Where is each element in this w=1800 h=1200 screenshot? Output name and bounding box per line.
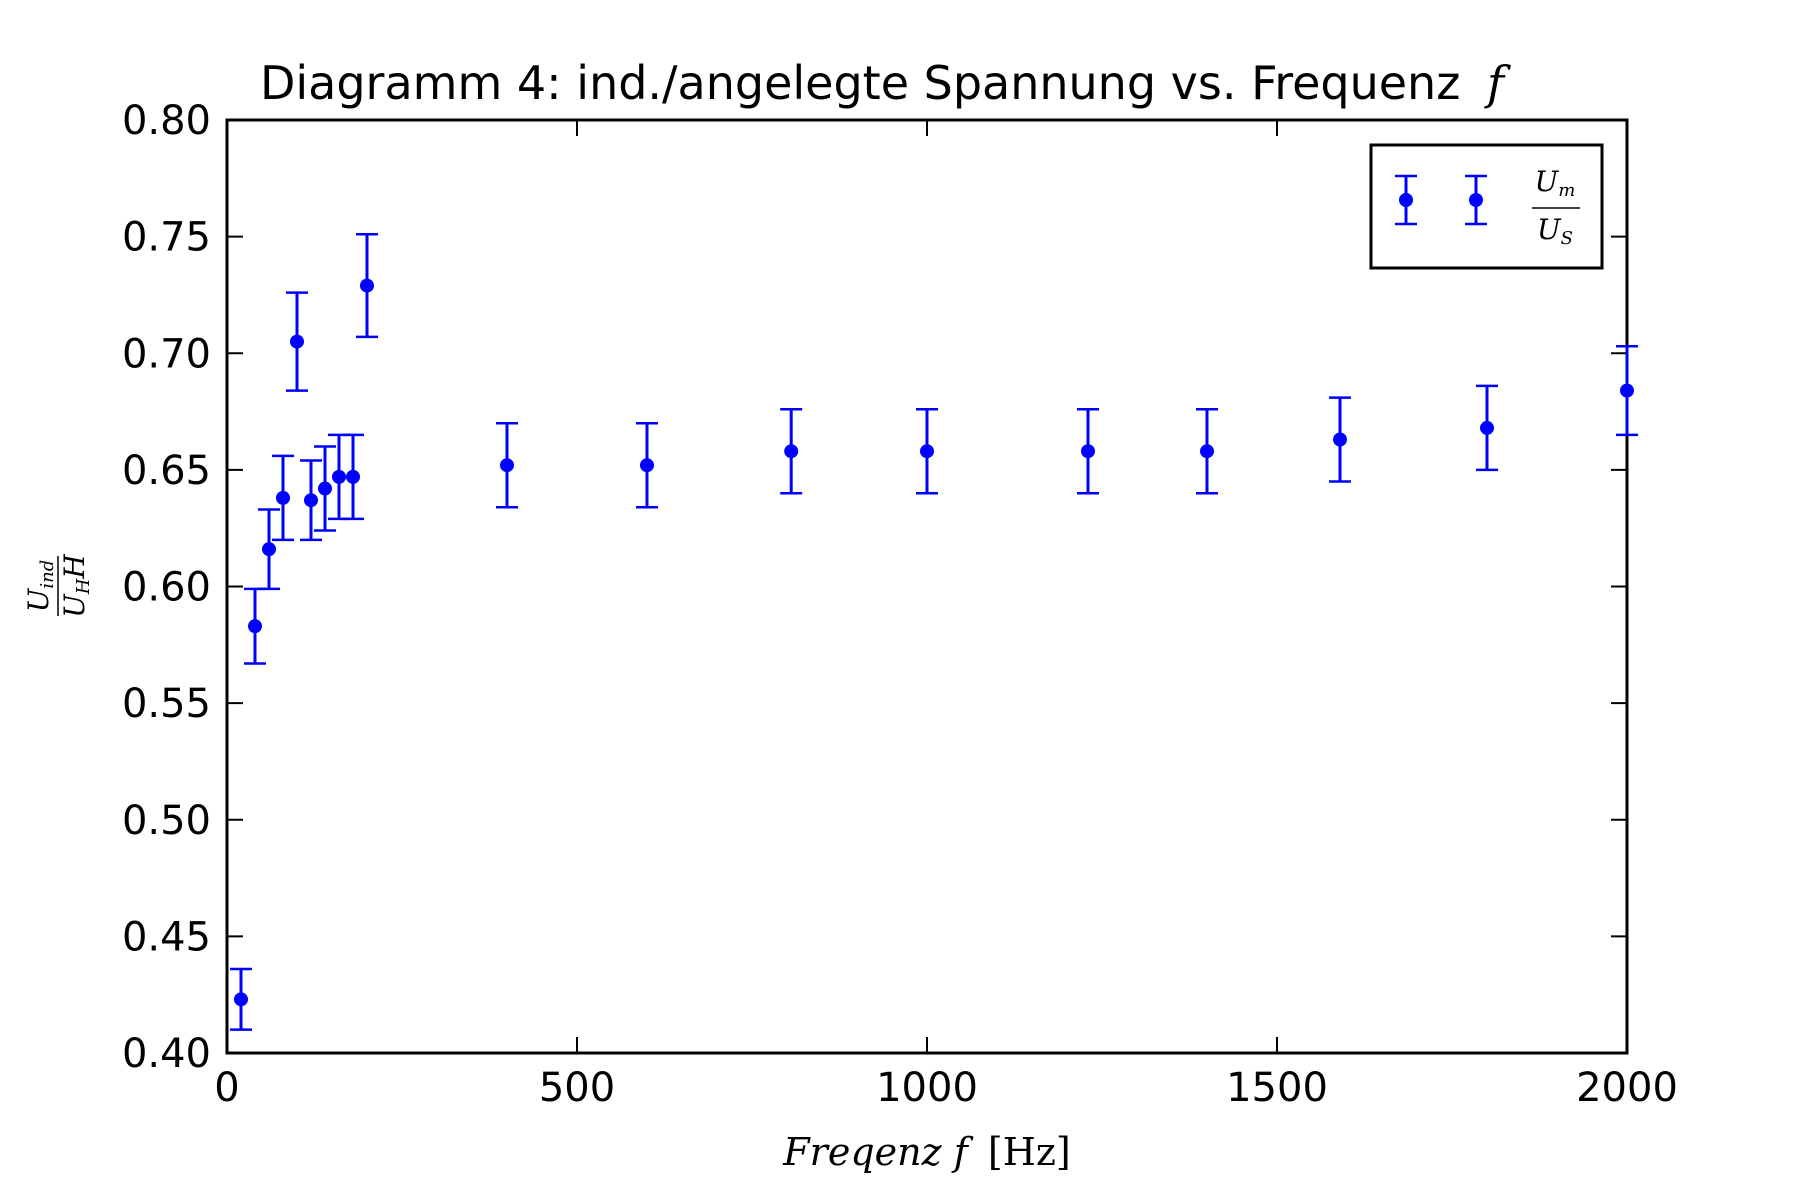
x-tick-label: 1000 [876,1065,978,1111]
chart-title-math: f [1484,56,1511,110]
x-axis-label: Freqenz f [Hz] [782,1130,1070,1174]
data-point [360,278,374,293]
data-point [784,444,799,459]
legend-label-numerator: Um [1535,165,1576,201]
y-tick-label: 0.80 [122,98,211,144]
data-point [332,469,346,484]
legend-label: Um US [1532,165,1580,249]
legend-label-denominator: US [1537,213,1573,249]
legend: Um US [1369,143,1604,270]
data-point [234,992,248,1007]
y-tick-label: 0.70 [122,331,211,377]
data-point [318,481,332,496]
chart-title-text: Diagramm 4: ind./angelegte Spannung vs. … [260,56,1460,110]
y-axis-label-numerator: Uind [22,560,58,612]
x-axis: 0 500 1000 1500 2000 [214,120,1678,1111]
y-tick-label: 0.50 [122,798,211,844]
x-tick-label: 500 [539,1065,615,1111]
errorbars [230,233,1638,1031]
data-point [346,469,360,484]
data-point [248,619,262,634]
legend-point [1469,193,1483,207]
data-point [1620,383,1634,398]
y-tick-label: 0.55 [122,681,211,727]
x-axis-label-unit: [Hz] [988,1130,1071,1174]
data-point [640,458,654,473]
y-tick-label: 0.75 [122,215,211,261]
y-axis: 0.40 0.45 0.50 0.55 0.60 0.65 0.70 0.75 0.80 [122,98,1627,1077]
data-point [304,493,318,508]
data-point [262,542,276,557]
y-tick-label: 0.65 [122,448,211,494]
y-tick-label: 0.45 [122,914,211,960]
x-tick-label: 1500 [1226,1065,1328,1111]
y-axis-label: Uind UHH [22,554,94,618]
legend-markers [1395,174,1487,226]
data-point [500,458,514,473]
x-axis-label-italic: Freqenz f [782,1130,973,1174]
x-tick-label: 2000 [1576,1065,1678,1111]
chart-title: Diagramm 4: ind./angelegte Spannung vs. … [260,56,1511,110]
x-tick-label: 0 [214,1065,239,1111]
data-point [276,490,290,505]
y-tick-label: 0.60 [122,565,211,611]
data-points [234,278,1634,1007]
legend-point [1399,193,1413,207]
legend-box [1369,143,1604,270]
data-point [920,444,934,459]
data-point [1333,432,1347,447]
data-point [1200,444,1214,459]
data-point [1480,420,1494,435]
data-point [290,334,304,349]
y-axis-label-denominator: UHH [58,554,94,618]
y-tick-label: 0.40 [122,1031,211,1077]
data-point [1081,444,1095,459]
